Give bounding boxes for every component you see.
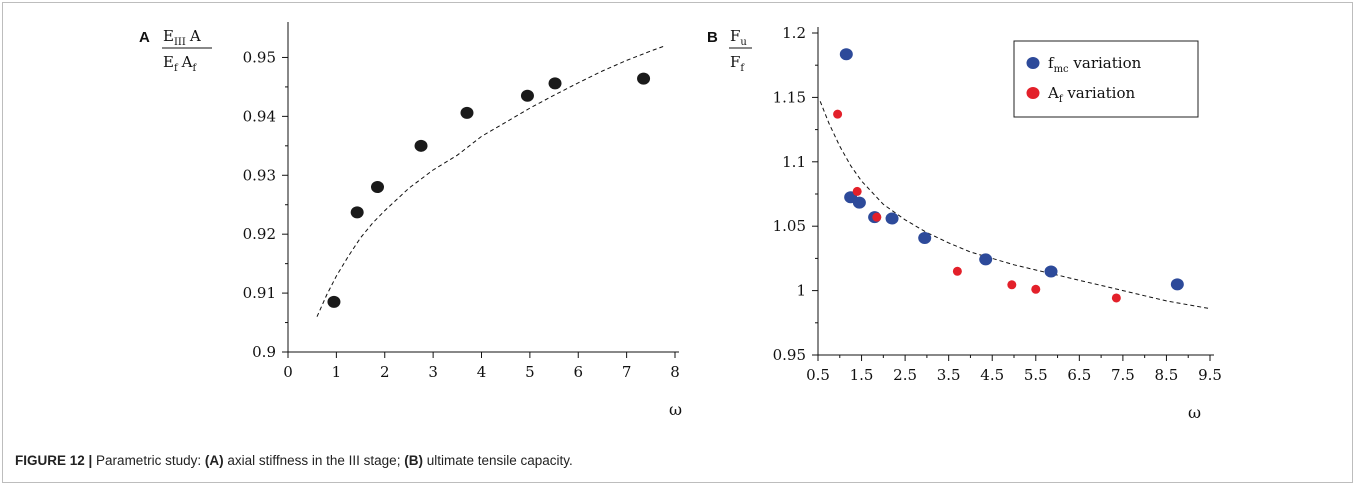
data-point [520, 89, 534, 102]
trend-curve [316, 45, 666, 317]
data-point-fmc [885, 212, 899, 225]
y-tick-label: 0.94 [243, 107, 276, 125]
data-point [327, 295, 341, 308]
y-tick-label: 0.92 [243, 225, 276, 243]
data-point [637, 72, 651, 85]
ylabel-num-e: E [163, 27, 174, 45]
caption-part-a-tag: (A) [204, 453, 224, 468]
data-point [460, 106, 474, 119]
x-tick-label: 1.5 [850, 366, 874, 384]
x-tick-label: 4 [477, 363, 487, 381]
caption-part-a-text: axial stiffness in the III stage; [223, 453, 405, 468]
panel-b-letter: B [707, 29, 718, 46]
svg-text:Ff: Ff [730, 53, 745, 74]
legend-label-fmc: fmc variation [1048, 54, 1142, 75]
x-tick-label: 6 [573, 363, 583, 381]
panel-b-points [833, 48, 1184, 303]
data-point-fmc [852, 196, 866, 209]
x-tick-label: 8 [670, 363, 680, 381]
x-tick-label: 6.5 [1067, 366, 1091, 384]
data-point-af [952, 266, 962, 276]
x-tick-label: 0 [283, 363, 293, 381]
y-tick-label: 0.9 [252, 343, 276, 361]
y-tick-label: 1.15 [773, 88, 806, 106]
y-tick-label: 0.95 [243, 48, 276, 66]
ylabel-num-e-sub: III [174, 37, 186, 48]
y-tick-label: 1.2 [782, 24, 806, 42]
data-point-fmc [1044, 265, 1058, 278]
panel-b-axes: 0.5 1.5 2.5 3.5 4.5 5.5 6.5 7.5 8.5 9.5 0.95 1 1.05 1… [773, 24, 1222, 384]
legend: fmc variation Af variation [1013, 40, 1199, 118]
legend-marker-red [1026, 87, 1040, 99]
x-tick-label: 3 [428, 363, 438, 381]
x-tick-label: 5.5 [1024, 366, 1048, 384]
x-tick-label: 9.5 [1198, 366, 1222, 384]
caption-part-b-tag: (B) [404, 453, 423, 468]
ylabel-den-e-sub: f [174, 63, 179, 74]
ylabel-num-a: A [189, 27, 201, 45]
y-tick-label: 1 [796, 282, 806, 300]
panel-a-letter: A [139, 29, 150, 46]
x-tick-label: 7 [622, 363, 632, 381]
panel-b-ylabel: Fu Ff [729, 27, 752, 74]
legend-label-af: Af variation [1047, 84, 1135, 105]
data-point-af [872, 212, 882, 222]
data-point-af [833, 109, 843, 119]
panel-b-trend [819, 101, 1211, 310]
ylabel-den-a: A [181, 53, 193, 71]
ylabel-num-f: F [730, 27, 740, 45]
caption-label: FIGURE 12 | [15, 453, 93, 468]
y-tick-label: 1.05 [773, 217, 806, 235]
data-point-fmc [1170, 278, 1184, 291]
x-tick-label: 4.5 [980, 366, 1004, 384]
caption-intro: Parametric study: [92, 453, 205, 468]
x-tick-label: 1 [332, 363, 342, 381]
panel-a-axes: 0 1 2 3 4 5 6 7 8 0.9 0.91 0.92 0.93 0.94 0.95 [243, 22, 680, 381]
x-tick-label: 3.5 [937, 366, 961, 384]
data-point [350, 206, 364, 219]
legend-marker-blue [1026, 57, 1040, 69]
data-point-af [1031, 284, 1041, 294]
x-tick-label: 7.5 [1111, 366, 1135, 384]
caption-part-b-text: ultimate tensile capacity. [422, 453, 573, 468]
data-point-af [852, 186, 862, 196]
legend-box [1013, 40, 1199, 118]
panel-a-points [327, 72, 651, 308]
ylabel-den-a-sub: f [193, 63, 198, 74]
data-point [370, 181, 384, 194]
panel-a-chart: A EIII A Ef Af 0 1 2 3 4 5 6 7 80.90.910.920.930.9… [139, 22, 682, 419]
data-point-af [1007, 280, 1017, 290]
ylabel-num-sub: u [740, 37, 747, 48]
x-tick-label: 2 [380, 363, 390, 381]
panel-b-xlabel: ω [1188, 403, 1201, 422]
data-point [548, 77, 562, 90]
data-point-fmc [979, 253, 993, 266]
ylabel-den-sub: f [740, 63, 745, 74]
y-tick-label: 0.93 [243, 166, 276, 184]
y-tick-label: 0.91 [243, 284, 276, 302]
x-tick-label: 8.5 [1155, 366, 1179, 384]
svg-text:Fu: Fu [730, 27, 747, 48]
figure-caption: FIGURE 12 | Parametric study: (A) axial … [15, 453, 573, 468]
y-tick-label: 0.95 [773, 346, 806, 364]
ylabel-den-e: E [163, 53, 174, 71]
data-point-fmc [839, 48, 853, 61]
y-tick-label: 1.1 [782, 153, 806, 171]
x-tick-label: 0.5 [806, 366, 830, 384]
x-tick-label: 2.5 [893, 366, 917, 384]
data-point-fmc [918, 232, 932, 245]
panel-a-xlabel: ω [669, 400, 682, 419]
panel-b-chart: B Fu Ff 0.5 1.5 2.5 3.5 4.5 5.5 6.5 7.5 8.5 9.50.… [707, 24, 1222, 422]
data-point-af [1111, 293, 1121, 303]
ylabel-den-f: F [730, 53, 740, 71]
panel-a-ylabel: EIII A Ef Af [162, 27, 212, 74]
panel-a-trend [316, 45, 666, 317]
x-tick-label: 5 [525, 363, 535, 381]
data-point [414, 139, 428, 152]
trend-curve [819, 101, 1211, 310]
